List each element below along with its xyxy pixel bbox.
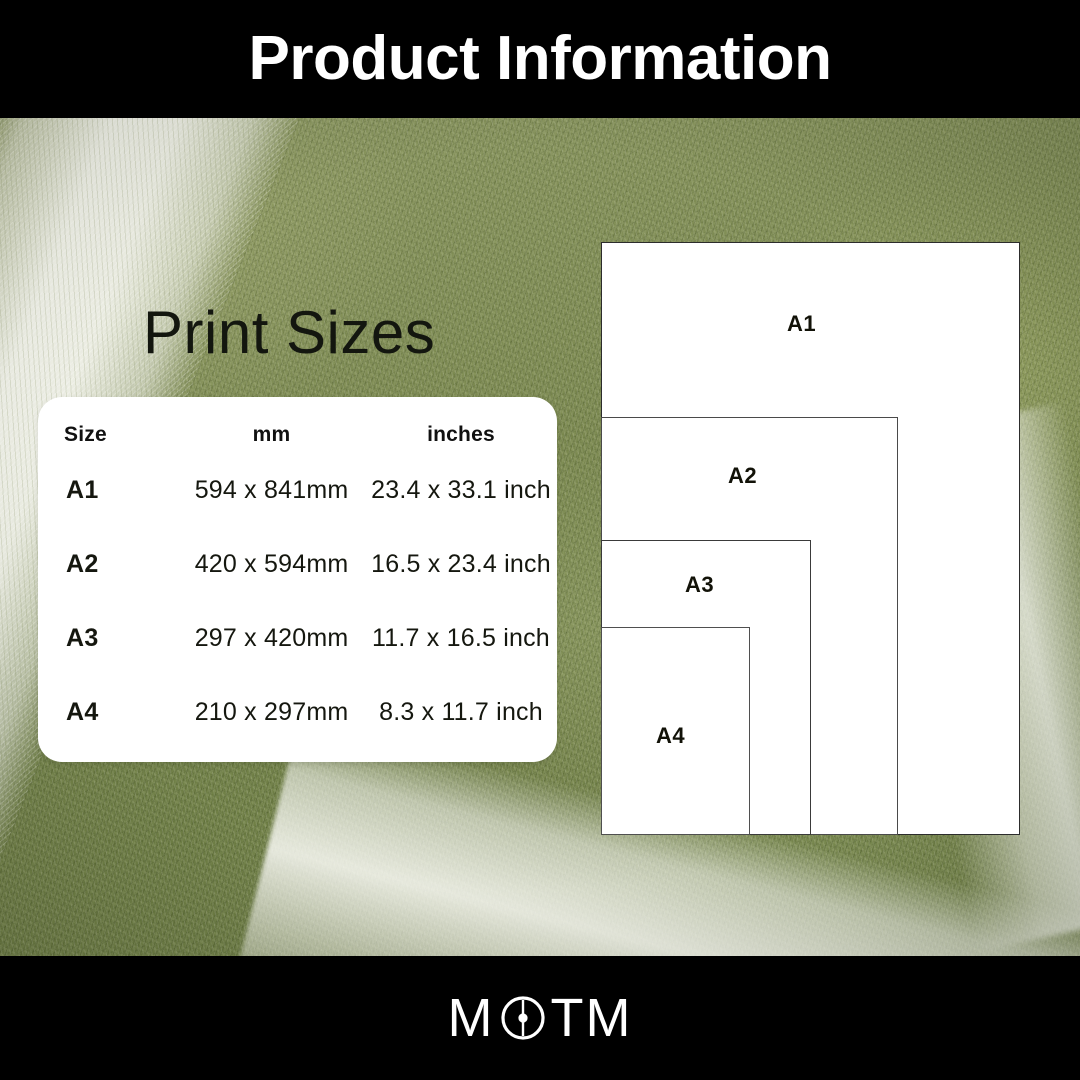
table-header-row: Size mm inches xyxy=(38,419,557,453)
logo-letter-m-left: M xyxy=(447,988,495,1048)
print-sizes-table: Size mm inches A1 594 x 841mm 23.4 x 33.… xyxy=(38,419,557,749)
cell-mm: 297 x 420mm xyxy=(194,623,349,652)
paper-label-a1: A1 xyxy=(787,311,817,336)
cell-inches: 11.7 x 16.5 inch xyxy=(372,623,550,652)
paper-label-a4: A4 xyxy=(656,723,686,748)
table-row: A2 420 x 594mm 16.5 x 23.4 inch xyxy=(38,527,557,601)
table-row: A4 210 x 297mm 8.3 x 11.7 inch xyxy=(38,675,557,749)
cell-inches: 16.5 x 23.4 inch xyxy=(371,549,551,578)
cell-inches: 8.3 x 11.7 inch xyxy=(379,697,543,726)
cell-mm: 420 x 594mm xyxy=(194,549,349,578)
brand-logo: M TM xyxy=(448,991,633,1045)
cell-mm: 594 x 841mm xyxy=(194,475,349,504)
logo-letters-tm: TM xyxy=(550,988,633,1048)
cell-inches: 23.4 x 33.1 inch xyxy=(371,475,551,504)
paper-label-a2: A2 xyxy=(728,463,758,488)
cell-size: A1 xyxy=(66,475,99,504)
paper-size-diagram: A1 A2 A3 A4 xyxy=(601,242,1020,835)
table-row: A3 297 x 420mm 11.7 x 16.5 inch xyxy=(38,601,557,675)
column-header-size: Size xyxy=(64,423,107,446)
section-heading-print-sizes: Print Sizes xyxy=(143,299,436,366)
table-row: A1 594 x 841mm 23.4 x 33.1 inch xyxy=(38,453,557,527)
cell-size: A4 xyxy=(66,697,99,726)
footer-band: M TM xyxy=(0,956,1080,1080)
cell-size: A3 xyxy=(66,623,99,652)
cell-mm: 210 x 297mm xyxy=(194,697,349,726)
circle-with-center-line-icon xyxy=(497,992,549,1044)
print-sizes-card: Size mm inches A1 594 x 841mm 23.4 x 33.… xyxy=(38,397,557,762)
column-header-inches: inches xyxy=(427,423,495,446)
header-band: Product Information xyxy=(0,0,1080,118)
cell-size: A2 xyxy=(66,549,99,578)
paper-label-a3: A3 xyxy=(685,572,715,597)
column-header-mm: mm xyxy=(252,423,291,446)
page-title: Product Information xyxy=(248,24,832,93)
paper-rect-a4 xyxy=(601,627,750,835)
